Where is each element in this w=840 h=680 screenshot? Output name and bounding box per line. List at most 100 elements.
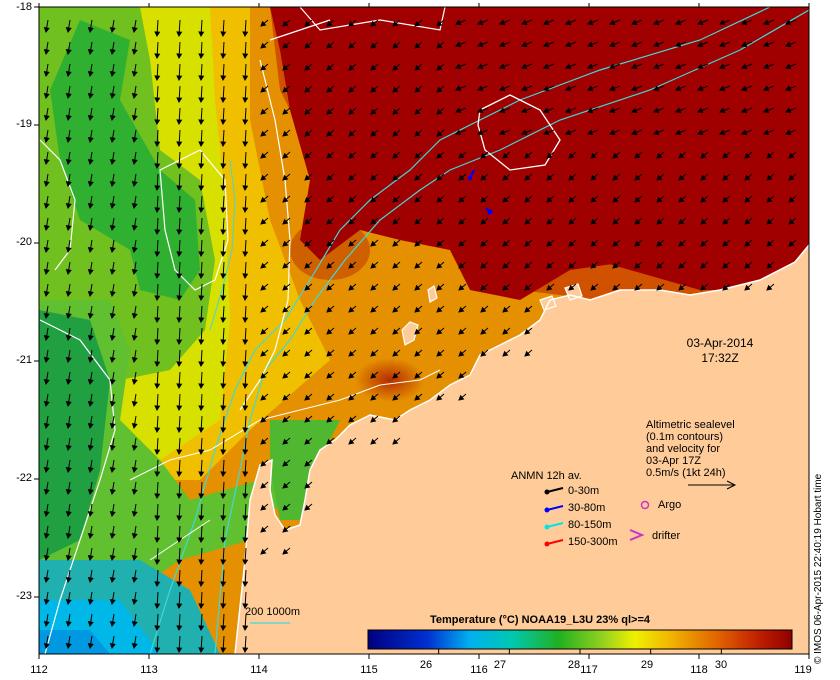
velocity-arrow-head	[304, 152, 311, 159]
velocity-arrow-head	[370, 108, 377, 115]
velocity-arrow-head	[87, 247, 94, 254]
velocity-arrow-head	[154, 559, 161, 566]
velocity-arrow-head	[653, 107, 660, 114]
velocity-arrow-head	[242, 493, 249, 500]
velocity-arrow-head	[499, 19, 506, 26]
velocity-arrow-head	[631, 85, 638, 92]
velocity-arrow-head	[65, 93, 72, 100]
velocity-arrow-head	[590, 218, 597, 225]
velocity-arrow-head	[477, 107, 484, 114]
velocity-arrow-head	[131, 555, 138, 562]
velocity-arrow-head	[524, 262, 531, 269]
velocity-arrow-head	[480, 328, 487, 335]
velocity-arrow-head	[198, 581, 205, 588]
colorbar-title: Temperature (°C) NOAA19_L3U 23% ql>=4	[430, 614, 650, 626]
velocity-arrow-head	[326, 262, 333, 269]
velocity-arrow-head	[198, 317, 205, 324]
velocity-arrow-head	[326, 438, 333, 445]
velocity-arrow-head	[109, 49, 116, 56]
velocity-arrow-head	[131, 313, 138, 320]
velocity-arrow-head	[414, 218, 421, 225]
velocity-arrow-head	[198, 31, 205, 38]
velocity-arrow-head	[176, 295, 183, 302]
velocity-arrow-head	[565, 63, 572, 70]
velocity-arrow-head	[176, 31, 183, 38]
velocity-arrow-head	[744, 240, 751, 247]
velocity-arrow-head	[65, 115, 72, 122]
velocity-arrow-head	[282, 438, 289, 445]
y-tick-label: -18	[16, 1, 32, 13]
velocity-arrow-head	[304, 372, 311, 379]
velocity-arrow-head	[131, 137, 138, 144]
x-tick-label: 112	[30, 664, 48, 676]
velocity-arrow-head	[282, 196, 289, 203]
velocity-arrow-head	[43, 247, 50, 254]
velocity-arrow-head	[675, 85, 682, 92]
velocity-arrow-head	[675, 41, 682, 48]
velocity-arrow-head	[242, 449, 249, 456]
velocity-arrow-head	[590, 240, 597, 247]
anmn-legend-item: 80-150m	[568, 519, 612, 531]
velocity-arrow-head	[198, 493, 205, 500]
velocity-arrow-head	[176, 405, 183, 412]
velocity-arrow-head	[109, 335, 116, 342]
velocity-arrow-head	[477, 63, 484, 70]
velocity-arrow-head	[546, 196, 553, 203]
velocity-arrow-head	[634, 262, 641, 269]
velocity-arrow-head	[499, 63, 506, 70]
velocity-arrow-head	[109, 599, 116, 606]
velocity-arrow-head	[282, 482, 289, 489]
velocity-arrow-head	[260, 416, 267, 423]
velocity-arrow-head	[198, 537, 205, 544]
velocity-arrow-head	[675, 129, 682, 136]
y-tick-label: -21	[16, 354, 32, 366]
velocity-arrow-head	[565, 41, 572, 48]
velocity-arrow-head	[131, 71, 138, 78]
velocity-arrow-head	[242, 251, 249, 258]
velocity-arrow-head	[392, 394, 399, 401]
velocity-arrow-head	[242, 427, 249, 434]
drifter-symbol	[629, 529, 645, 541]
velocity-arrow-head	[260, 174, 267, 181]
velocity-arrow-head	[242, 559, 249, 566]
velocity-arrow-head	[436, 130, 443, 137]
velocity-arrow-head	[458, 394, 465, 401]
velocity-arrow-head	[348, 218, 355, 225]
velocity-arrow-head	[198, 603, 205, 610]
velocity-arrow-head	[678, 240, 685, 247]
velocity-arrow-head	[392, 86, 399, 93]
velocity-arrow-head	[521, 129, 528, 136]
velocity-arrow-head	[87, 335, 94, 342]
velocity-arrow-head	[785, 107, 792, 114]
velocity-arrow-head	[370, 42, 377, 49]
velocity-arrow-head	[65, 291, 72, 298]
velocity-arrow-head	[154, 405, 161, 412]
velocity-arrow-head	[414, 174, 421, 181]
velocity-arrow-head	[326, 240, 333, 247]
velocity-arrow-head	[348, 306, 355, 313]
velocity-arrow-head	[304, 42, 311, 49]
velocity-arrow-head	[176, 493, 183, 500]
velocity-arrow-head	[656, 284, 663, 291]
velocity-arrow-head	[304, 262, 311, 269]
velocity-arrow-head	[348, 108, 355, 115]
velocity-arrow-head	[634, 196, 641, 203]
velocity-arrow-head	[304, 130, 311, 137]
velocity-arrow-head	[590, 152, 597, 159]
velocity-arrow-head	[722, 218, 729, 225]
velocity-arrow-head	[697, 107, 704, 114]
velocity-arrow-head	[176, 471, 183, 478]
velocity-arrow-head	[392, 174, 399, 181]
velocity-arrow-head	[43, 555, 50, 562]
velocity-arrow-head	[260, 284, 267, 291]
y-tick-label: -22	[16, 472, 32, 484]
velocity-arrow-head	[370, 64, 377, 71]
velocity-arrow-head	[198, 163, 205, 170]
velocity-arrow-head	[260, 526, 267, 533]
velocity-arrow-head	[198, 251, 205, 258]
velocity-arrow-head	[634, 152, 641, 159]
velocity-arrow-head	[587, 107, 594, 114]
velocity-arrow-head	[763, 63, 770, 70]
velocity-arrow-head	[242, 163, 249, 170]
